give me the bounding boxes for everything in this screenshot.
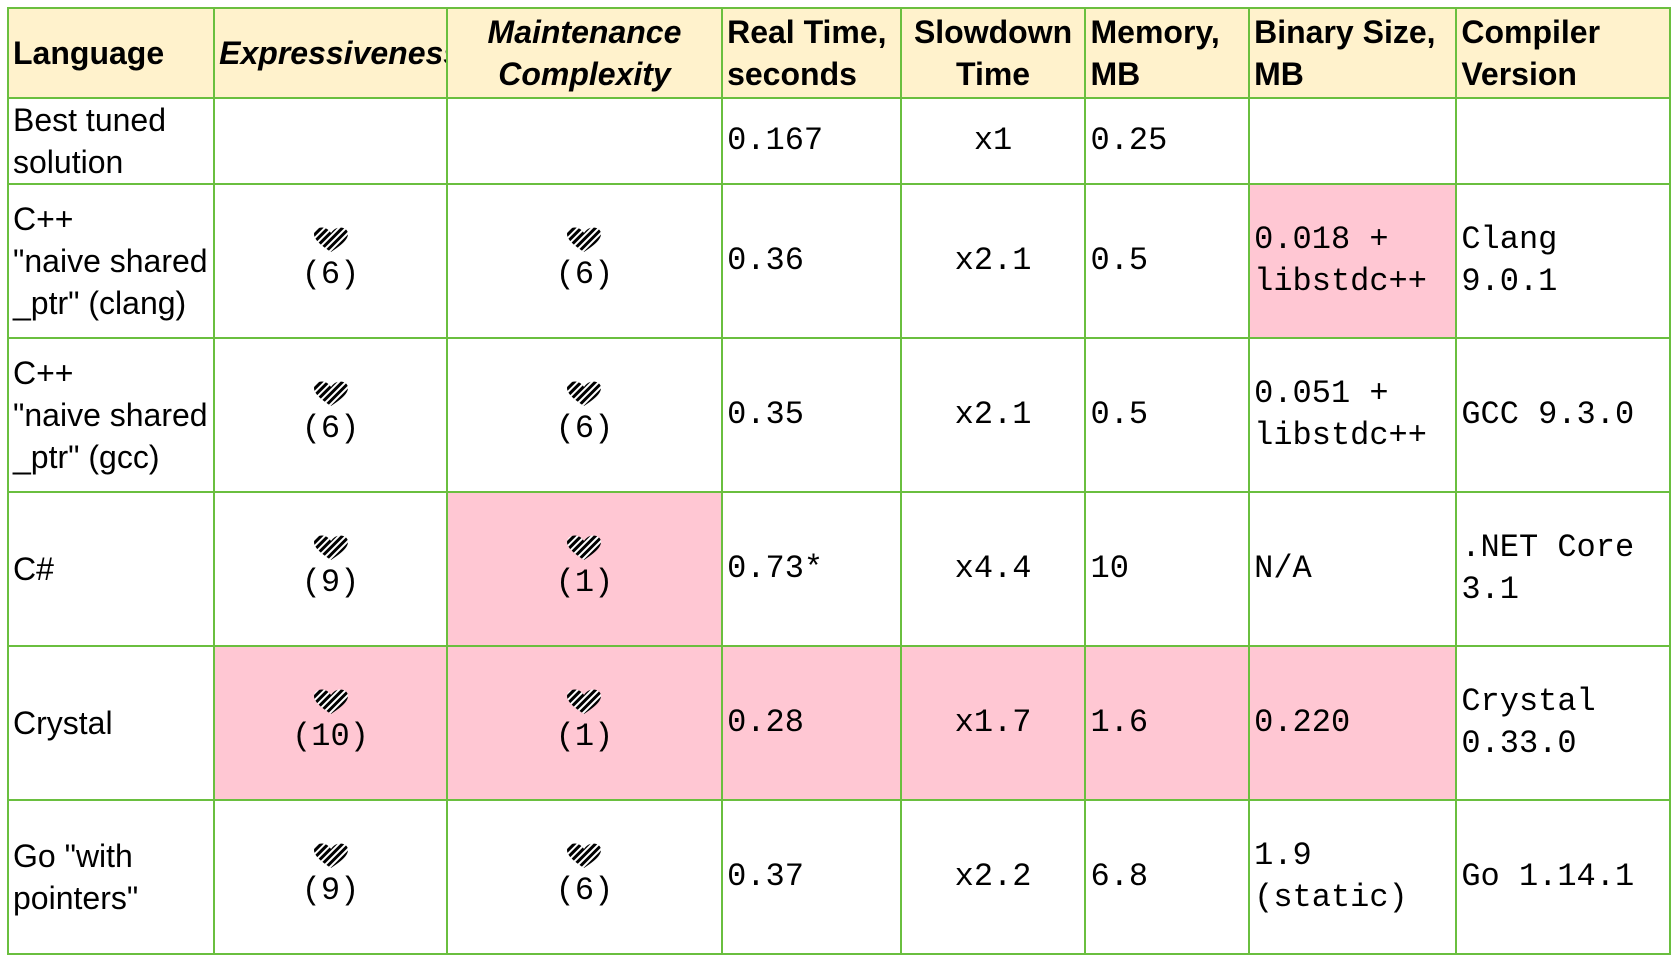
heart-icon (566, 843, 602, 869)
cell-slowdown: x1 (899, 97, 1087, 185)
header-binary-size: Binary Size, MB (1248, 7, 1458, 99)
cell-expressiveness: (6) (213, 337, 448, 493)
header-expressiveness: Expressiveness (213, 7, 448, 99)
cell-maintenance: (6) (445, 799, 724, 955)
cell-memory: 0.5 (1084, 183, 1251, 339)
expressiveness-score: (10) (219, 689, 442, 757)
header-real-time: Real Time, seconds (721, 7, 902, 99)
comparison-table-container: Language Expressiveness Maintenance Comp… (6, 7, 1671, 955)
cell-binary-size: N/A (1248, 491, 1458, 647)
cell-expressiveness (213, 97, 448, 185)
table-row: C++ "naive shared _ptr" (gcc) (6) (6) 0.… (6, 337, 1671, 493)
table-row: C++ "naive shared _ptr" (clang) (6) (6) … (6, 183, 1671, 339)
cell-binary-size: 0.051 + libstdc++ (1248, 337, 1458, 493)
cell-memory: 0.25 (1084, 97, 1251, 185)
heart-icon (313, 227, 349, 253)
cell-real-time: 0.73* (721, 491, 902, 647)
header-memory: Memory, MB (1084, 7, 1251, 99)
score-value: (6) (555, 872, 614, 909)
cell-real-time: 0.37 (721, 799, 902, 955)
cell-memory: 10 (1084, 491, 1251, 647)
cell-language: Go "with pointers" (6, 799, 216, 955)
header-row: Language Expressiveness Maintenance Comp… (6, 7, 1671, 99)
cell-compiler: .NET Core 3.1 (1455, 491, 1671, 647)
cell-slowdown: x2.2 (899, 799, 1087, 955)
heart-icon (566, 535, 602, 561)
heart-icon (313, 535, 349, 561)
cell-real-time: 0.35 (721, 337, 902, 493)
score-value: (9) (301, 564, 360, 601)
score-value: (6) (301, 410, 360, 447)
cell-maintenance: (1) (445, 645, 724, 801)
expressiveness-score: (9) (219, 843, 442, 911)
score-value: (9) (301, 872, 360, 909)
cell-language: C++ "naive shared _ptr" (clang) (6, 183, 216, 339)
header-slowdown-time: Slowdown Time (899, 7, 1087, 99)
maintenance-score: (6) (452, 227, 717, 295)
cell-real-time: 0.167 (721, 97, 902, 185)
cell-real-time: 0.28 (721, 645, 902, 801)
cell-real-time: 0.36 (721, 183, 902, 339)
cell-maintenance: (1) (445, 491, 724, 647)
cell-compiler (1455, 97, 1671, 185)
cell-language: C++ "naive shared _ptr" (gcc) (6, 337, 216, 493)
cell-compiler: Crystal 0.33.0 (1455, 645, 1671, 801)
maintenance-score: (1) (452, 535, 717, 603)
maintenance-score: (6) (452, 843, 717, 911)
maintenance-score: (1) (452, 689, 717, 757)
heart-icon (313, 843, 349, 869)
cell-expressiveness: (9) (213, 491, 448, 647)
cell-slowdown: x1.7 (899, 645, 1087, 801)
cell-binary-size (1248, 97, 1458, 185)
cell-compiler: GCC 9.3.0 (1455, 337, 1671, 493)
expressiveness-score: (9) (219, 535, 442, 603)
score-value: (1) (555, 564, 614, 601)
cell-maintenance (445, 97, 724, 185)
heart-icon (313, 381, 349, 407)
heart-icon (313, 689, 349, 715)
cell-expressiveness: (6) (213, 183, 448, 339)
heart-icon (566, 689, 602, 715)
table-row: Best tuned solution 0.167 x1 0.25 (6, 97, 1671, 185)
cell-language: C# (6, 491, 216, 647)
header-compiler-version: Compiler Version (1455, 7, 1671, 99)
heart-icon (566, 227, 602, 253)
cell-slowdown: x2.1 (899, 337, 1087, 493)
score-value: (6) (301, 256, 360, 293)
table-row: C# (9) (1) 0.73* x4.4 10 N/A . (6, 491, 1671, 647)
cell-memory: 0.5 (1084, 337, 1251, 493)
cell-expressiveness: (9) (213, 799, 448, 955)
cell-slowdown: x2.1 (899, 183, 1087, 339)
cell-binary-size: 0.220 (1248, 645, 1458, 801)
cell-slowdown: x4.4 (899, 491, 1087, 647)
cell-compiler: Go 1.14.1 (1455, 799, 1671, 955)
language-comparison-table: Language Expressiveness Maintenance Comp… (6, 7, 1671, 955)
header-maintenance-complexity: Maintenance Complexity (445, 7, 724, 99)
expressiveness-score: (6) (219, 227, 442, 295)
cell-language: Best tuned solution (6, 97, 216, 185)
score-value: (6) (555, 256, 614, 293)
score-value: (6) (555, 410, 614, 447)
cell-expressiveness: (10) (213, 645, 448, 801)
cell-binary-size: 1.9 (static) (1248, 799, 1458, 955)
maintenance-score: (6) (452, 381, 717, 449)
cell-maintenance: (6) (445, 337, 724, 493)
expressiveness-score: (6) (219, 381, 442, 449)
cell-maintenance: (6) (445, 183, 724, 339)
cell-language: Crystal (6, 645, 216, 801)
score-value: (1) (555, 718, 614, 755)
cell-memory: 1.6 (1084, 645, 1251, 801)
score-value: (10) (292, 718, 369, 755)
heart-icon (566, 381, 602, 407)
cell-compiler: Clang 9.0.1 (1455, 183, 1671, 339)
table-row: Go "with pointers" (9) (6) 0.37 x2.2 6.8 (6, 799, 1671, 955)
cell-binary-size: 0.018 + libstdc++ (1248, 183, 1458, 339)
header-language: Language (6, 7, 216, 99)
cell-memory: 6.8 (1084, 799, 1251, 955)
table-row: Crystal (10) (1) 0.28 x1.7 1.6 0.220 (6, 645, 1671, 801)
